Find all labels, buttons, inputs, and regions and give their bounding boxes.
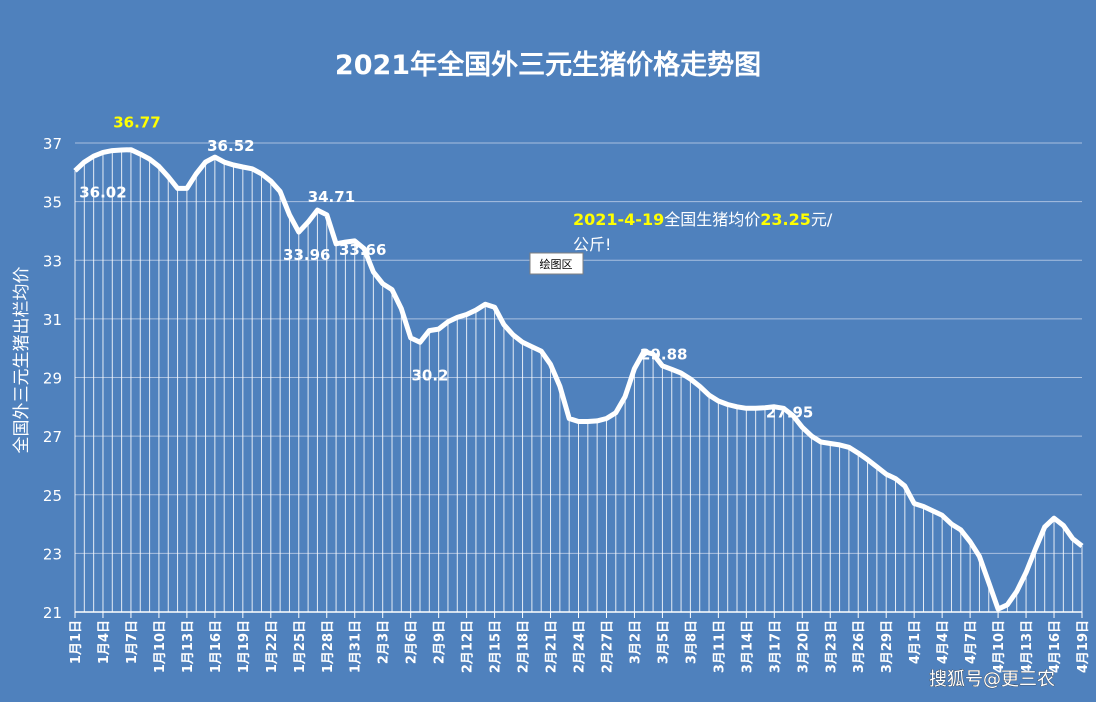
x-tick-label: 3月8日 [684,620,699,664]
x-tick-label: 4月16日 [1048,620,1063,673]
data-label: 34.71 [308,188,355,206]
price-annotation-line1: 2021-4-19全国生猪均价23.25元/ [573,210,833,229]
x-tick-label: 1月13日 [181,620,196,673]
y-tick-label: 37 [43,135,62,153]
data-label: 36.02 [79,184,126,202]
tooltip-box [529,252,584,275]
data-label: 36.77 [113,114,160,132]
annotation-text-part: 全国生猪均价 [664,210,760,229]
y-axis: 21 23 25 27 29 31 33 35 37 [43,135,62,622]
data-label: 33.96 [283,246,330,264]
x-tick-label: 2月24日 [573,620,588,673]
plot-area-tooltip-label: 绘图区 [540,257,573,271]
price-annotation-line2: 公斤! [573,235,611,254]
x-tick-label: 2月3日 [377,620,392,664]
x-tick-label: 1月28日 [321,620,336,673]
x-tick-label: 1月31日 [349,620,364,673]
x-tick-label: 3月17日 [768,620,783,673]
x-tick-label: 4月10日 [992,620,1007,673]
x-tick-label: 1月10日 [153,620,168,673]
x-tick-label: 2月9日 [433,620,448,664]
x-tick-label: 4月19日 [1076,620,1091,673]
x-tick-label: 4月13日 [1020,620,1035,673]
data-label: 33.66 [339,241,386,259]
x-tick-label: 2月12日 [461,620,476,673]
vertical-drop-lines [74,149,1083,612]
y-tick-label: 29 [43,370,62,388]
x-tick-label: 4月4日 [936,620,951,664]
x-tick-label: 3月23日 [824,620,839,673]
x-tick-label: 1月4日 [97,620,112,664]
x-tick-label: 1月7日 [125,620,140,664]
x-tick-label: 4月1日 [908,620,923,664]
x-tick-label: 2月6日 [405,620,420,664]
x-tick-label: 1月19日 [237,620,252,673]
annotation-text-part: 元/ [811,210,833,229]
plot-area-tooltip: 绘图区 [529,252,584,275]
x-tick-label: 3月2日 [628,620,643,664]
annotation-text-part: 23.25 [760,210,811,229]
data-label: 27.95 [766,403,813,421]
x-tick-label: 3月29日 [880,620,895,673]
x-tick-label: 2月27日 [600,620,615,673]
data-labels: 36.77 36.02 36.52 34.71 33.96 33.66 30.2 29.88 2… [79,114,813,422]
y-tick-label: 33 [43,252,62,270]
x-tick-label: 1月16日 [209,620,224,673]
x-tick-label: 3月14日 [740,620,755,673]
x-tick-label: 2月18日 [517,620,532,673]
annotation-text-part: 2021-4-19 [573,210,664,229]
chart-title: 2021年全国外三元生猪价格走势图 [335,49,761,81]
x-tick-label: 1月22日 [265,620,280,673]
data-label: 30.2 [411,366,448,384]
y-tick-label: 25 [43,487,62,505]
x-tick-label: 3月5日 [656,620,671,664]
y-tick-label: 23 [43,545,62,563]
x-tick-label: 4月7日 [964,620,979,664]
price-series-line [73,147,1084,612]
x-tick-label: 2月15日 [489,620,504,673]
x-tick-label: 3月26日 [852,620,867,673]
x-tick-label: 3月11日 [712,620,727,673]
x-tick-label: 3月20日 [796,620,811,673]
x-tick-label: 1月25日 [293,620,308,673]
y-tick-label: 27 [43,428,62,446]
x-tick-label: 1月1日 [69,620,84,664]
y-tick-label: 31 [43,311,62,329]
data-label: 36.52 [207,137,254,155]
x-tick-label: 2月21日 [545,620,560,673]
watermark: 搜狐号@更三农 [929,669,1055,690]
y-tick-label: 21 [43,604,62,622]
data-label: 29.88 [640,346,687,364]
y-axis-label: 全国外三元生猪出栏均价 [12,267,32,454]
x-axis: 1月1日 1月4日 1月7日 1月10日 1月13日 1月16日 1月19日 1月22日 1月2… [69,611,1091,673]
y-tick-label: 35 [43,194,62,212]
